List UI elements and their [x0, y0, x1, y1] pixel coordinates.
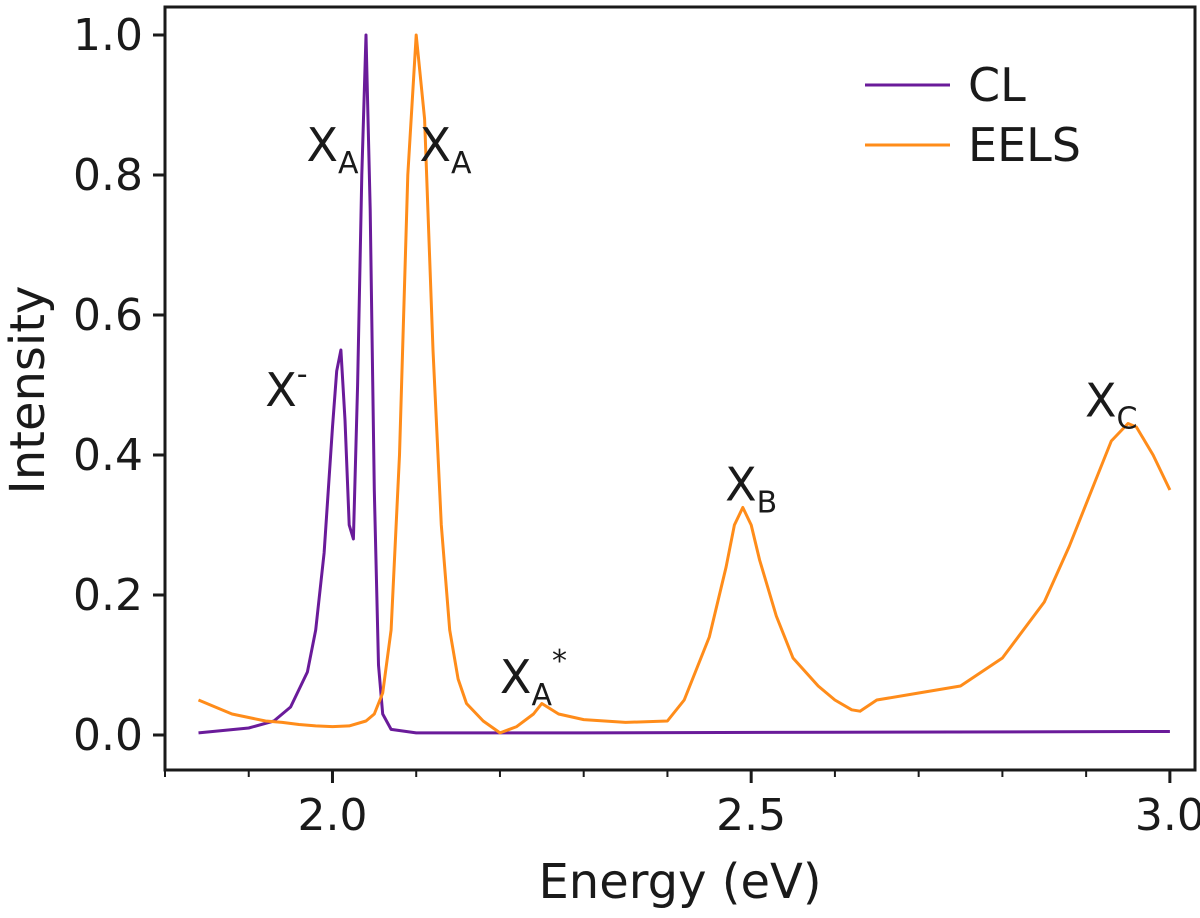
peak-label-sub: A — [338, 146, 359, 181]
x-axis-title: Energy (eV) — [538, 854, 821, 910]
x-tick-label: 2.5 — [716, 790, 786, 841]
y-tick-label: 0.4 — [73, 430, 143, 481]
peak-label-sub: A — [451, 146, 472, 181]
peak-label-sup: * — [552, 644, 567, 679]
legend: CL EELS — [865, 58, 1081, 172]
peak-label: XA* — [500, 644, 567, 713]
peak-label: XA — [306, 118, 359, 181]
x-tick-label: 2.0 — [297, 790, 367, 841]
peak-label-sup: - — [297, 357, 308, 392]
peak-label-main: X — [306, 118, 338, 172]
plot-frame — [163, 5, 1197, 772]
y-axis-title: Intensity — [0, 286, 56, 495]
peak-label-main: X — [420, 118, 452, 172]
peak-label-main: X — [265, 363, 297, 417]
series-layer — [197, 33, 1172, 735]
peak-label-main: X — [500, 650, 532, 704]
x-tick-label: 3.0 — [1135, 790, 1200, 841]
legend-label-eels: EELS — [968, 118, 1081, 172]
y-tick-label: 0.6 — [73, 290, 143, 341]
peak-label-sub: B — [757, 486, 778, 521]
series-line-eels — [197, 33, 1172, 735]
y-tick-label: 0.0 — [73, 710, 143, 761]
peak-label: XC — [1085, 374, 1137, 437]
peak-label-main: X — [725, 458, 757, 512]
peak-label: XA — [420, 118, 473, 181]
x-axis-ticks: 2.0 2.5 3.0 — [164, 770, 1200, 841]
y-tick-label: 0.2 — [73, 570, 143, 621]
y-tick-label: 1.0 — [73, 10, 143, 61]
peak-label: X- — [265, 357, 307, 417]
peak-label: XB — [725, 458, 777, 521]
y-axis-ticks: 0.0 0.2 0.4 0.6 0.8 1.0 — [73, 10, 165, 761]
y-tick-label: 0.8 — [73, 150, 143, 201]
peak-label-sub: A — [531, 678, 552, 713]
series-line-cl — [198, 33, 1170, 735]
legend-label-cl: CL — [968, 58, 1026, 112]
peak-label-main: X — [1085, 374, 1117, 428]
peak-label-sub: C — [1117, 402, 1138, 437]
